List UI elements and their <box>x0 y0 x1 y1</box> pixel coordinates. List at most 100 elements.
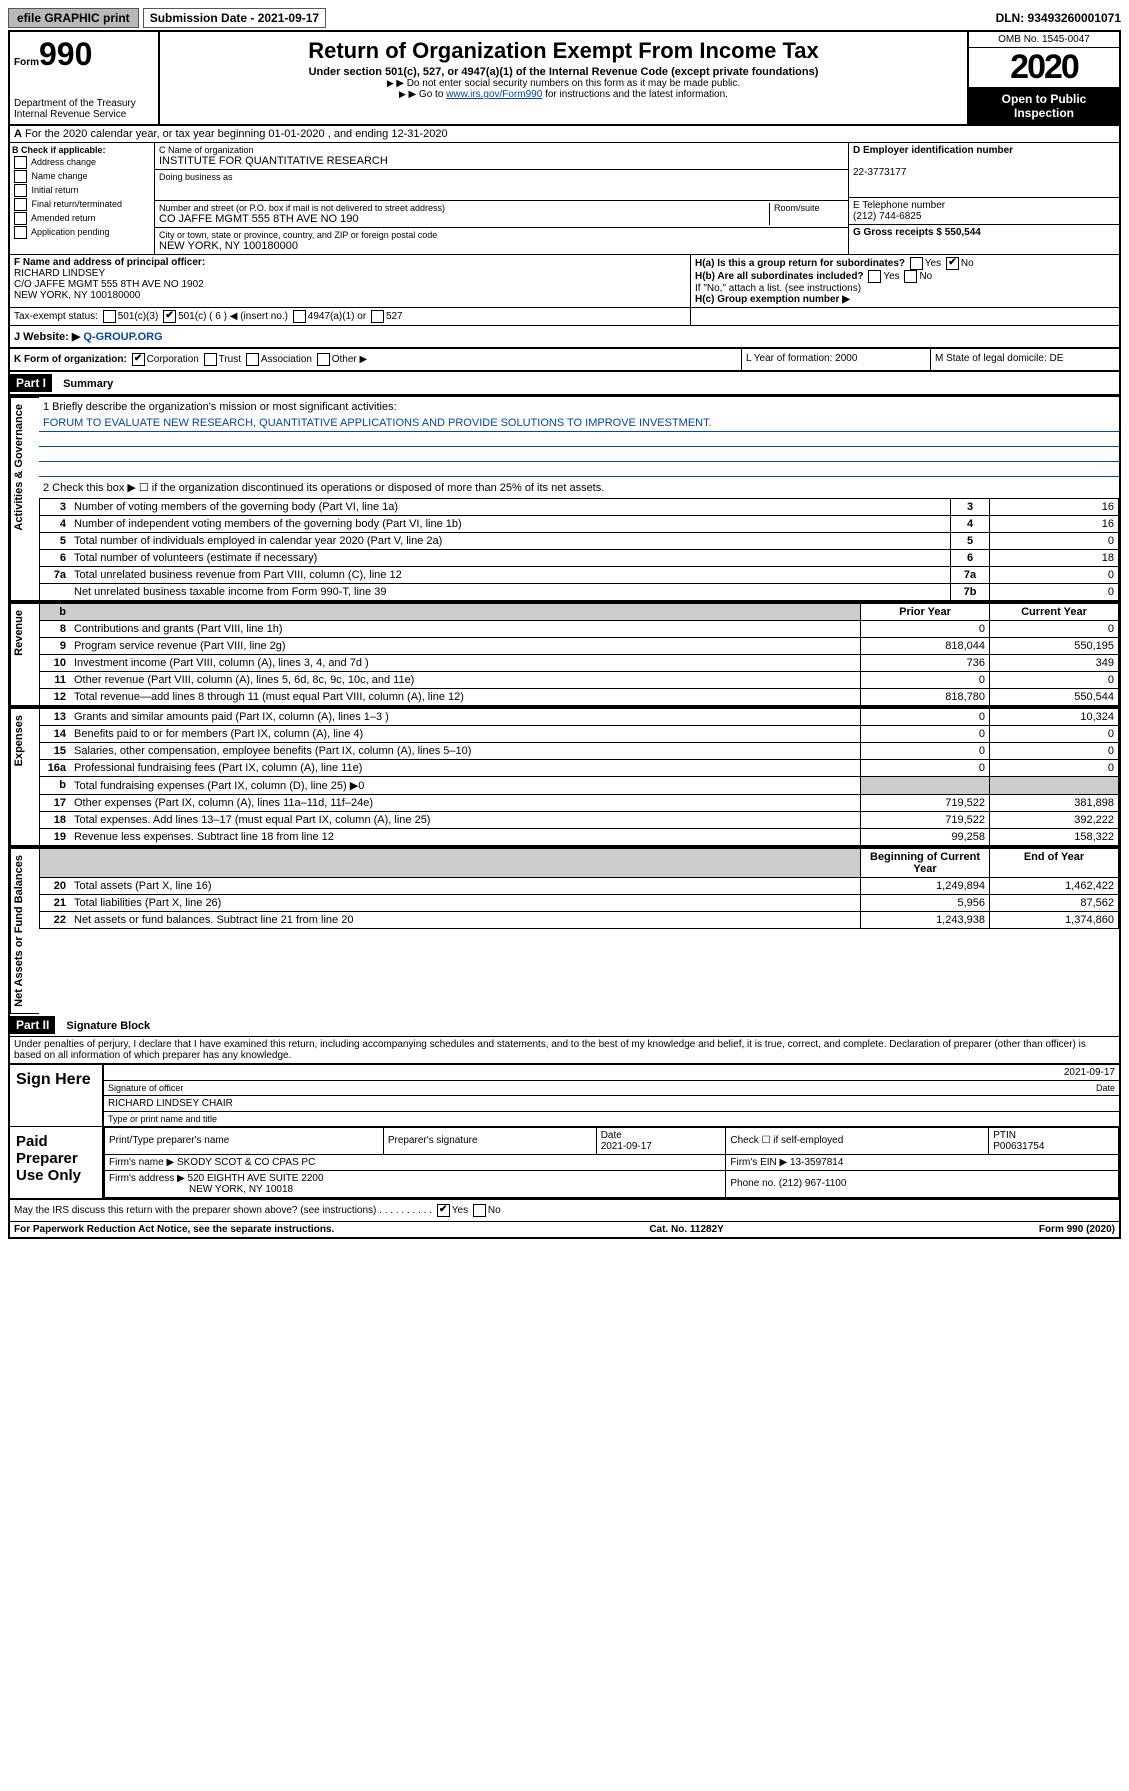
governance-tab: Activities & Governance <box>10 397 39 601</box>
ha-yes-checkbox[interactable] <box>910 257 923 270</box>
ein-label: D Employer identification number <box>853 145 1013 156</box>
open-inspection: Open to Public Inspection <box>969 88 1119 124</box>
firm-ein-cell: Firm's EIN ▶ 13-3597814 <box>726 1154 1119 1170</box>
ha-no-checkbox[interactable]: ✔ <box>946 257 959 270</box>
colb-option[interactable]: Address change <box>12 156 152 169</box>
hb-no-checkbox[interactable] <box>904 270 917 283</box>
other-checkbox[interactable] <box>317 353 330 366</box>
firm-phone-cell: Phone no. (212) 967-1100 <box>726 1170 1119 1197</box>
colb-option[interactable]: Initial return <box>12 184 152 197</box>
hb-subordinates: H(b) Are all subordinates included? Yes … <box>695 270 1115 283</box>
tax-year: 2020 <box>969 48 1119 88</box>
mission-question: 1 Briefly describe the organization's mi… <box>39 397 1119 417</box>
type-name-label: Type or print name and title <box>104 1112 1119 1126</box>
ssn-note: ▶ Do not enter social security numbers o… <box>164 78 963 89</box>
part2-title: Signature Block <box>66 1020 150 1032</box>
4947-checkbox[interactable] <box>293 310 306 323</box>
governance-table: 3Number of voting members of the governi… <box>39 498 1119 601</box>
sign-here-label: Sign Here <box>10 1065 104 1126</box>
column-b-checkboxes: B Check if applicable: Address change Na… <box>10 143 155 254</box>
revenue-table: bPrior YearCurrent Year8Contributions an… <box>39 603 1119 706</box>
prep-sig-hdr: Preparer's signature <box>383 1127 596 1154</box>
perjury-statement: Under penalties of perjury, I declare th… <box>10 1037 1119 1063</box>
part2-header: Part II <box>10 1016 55 1034</box>
officer-signed-name: RICHARD LINDSEY CHAIR <box>108 1098 233 1109</box>
corp-checkbox[interactable]: ✔ <box>132 353 145 366</box>
prep-selfemp-hdr: Check ☐ if self-employed <box>726 1127 989 1154</box>
paid-preparer-label: Paid Preparer Use Only <box>10 1127 104 1198</box>
form-number: Form990 <box>14 36 154 73</box>
efile-print-button[interactable]: efile GRAPHIC print <box>8 8 139 28</box>
hb-yes-checkbox[interactable] <box>868 270 881 283</box>
officer-name: RICHARD LINDSEY <box>14 268 105 279</box>
sig-officer-label: Signature of officer <box>108 1083 183 1093</box>
dba-label: Doing business as <box>159 172 844 182</box>
firm-addr-cell: Firm's address ▶ 520 EIGHTH AVE SUITE 22… <box>105 1170 726 1197</box>
omb-number: OMB No. 1545-0047 <box>969 32 1119 48</box>
gross-receipts: G Gross receipts $ 550,544 <box>853 227 981 238</box>
form-title: Return of Organization Exempt From Incom… <box>164 38 963 64</box>
prep-date-cell: Date2021-09-17 <box>596 1127 726 1154</box>
form-subtitle: Under section 501(c), 527, or 4947(a)(1)… <box>164 66 963 78</box>
mission-text: FORUM TO EVALUATE NEW RESEARCH, QUANTITA… <box>39 417 1119 432</box>
501c-checkbox[interactable]: ✔ <box>163 310 176 323</box>
firm-name-cell: Firm's name ▶ SKODY SCOT & CO CPAS PC <box>105 1154 726 1170</box>
goto-note: ▶ Go to www.irs.gov/Form990 for instruct… <box>164 89 963 100</box>
part1-title: Summary <box>63 378 113 390</box>
street-address: CO JAFFE MGMT 555 8TH AVE NO 190 <box>159 213 769 225</box>
sign-date: 2021-09-17 <box>1064 1067 1115 1078</box>
hb-note: If "No," attach a list. (see instruction… <box>695 283 1115 294</box>
tel-label: E Telephone number <box>853 200 945 211</box>
netassets-tab: Net Assets or Fund Balances <box>10 848 39 1014</box>
colb-option[interactable]: Application pending <box>12 226 152 239</box>
mission-blank3 <box>39 462 1119 477</box>
officer-addr2: NEW YORK, NY 100180000 <box>14 290 140 301</box>
preparer-table: Print/Type preparer's name Preparer's si… <box>104 1127 1119 1198</box>
dept-treasury: Department of the Treasury Internal Reve… <box>14 98 154 120</box>
discuss-no-checkbox[interactable] <box>473 1204 486 1217</box>
city-label: City or town, state or province, country… <box>159 230 844 240</box>
form-990-container: Form990 Department of the Treasury Inter… <box>8 30 1121 1239</box>
date-label: Date <box>1096 1083 1115 1093</box>
submission-date: Submission Date - 2021-09-17 <box>143 8 326 28</box>
netassets-table: Beginning of Current YearEnd of Year20To… <box>39 848 1119 929</box>
room-label: Room/suite <box>769 203 844 225</box>
discuss-row: May the IRS discuss this return with the… <box>10 1199 1119 1221</box>
prep-ptin-cell: PTINP00631754 <box>989 1127 1119 1154</box>
footer-row: For Paperwork Reduction Act Notice, see … <box>10 1221 1119 1237</box>
527-checkbox[interactable] <box>371 310 384 323</box>
assoc-checkbox[interactable] <box>246 353 259 366</box>
tel-value: (212) 744-6825 <box>853 211 921 222</box>
city-state-zip: NEW YORK, NY 100180000 <box>159 240 844 252</box>
irs-link[interactable]: www.irs.gov/Form990 <box>446 89 542 100</box>
website-row: J Website: ▶ Q-GROUP.ORG <box>10 326 1119 349</box>
state-domicile: M State of legal domicile: DE <box>931 349 1119 370</box>
row-a-tax-year: A For the 2020 calendar year, or tax yea… <box>10 126 1119 143</box>
hc-exemption: H(c) Group exemption number ▶ <box>695 294 1115 305</box>
line2-discontinued: 2 Check this box ▶ ☐ if the organization… <box>39 477 1119 498</box>
trust-checkbox[interactable] <box>204 353 217 366</box>
ein-value: 22-3773177 <box>853 167 906 178</box>
colb-option[interactable]: Name change <box>12 170 152 183</box>
part1-header: Part I <box>10 374 52 392</box>
officer-label: F Name and address of principal officer: <box>14 257 205 268</box>
year-formation: L Year of formation: 2000 <box>742 349 931 370</box>
501c3-checkbox[interactable] <box>103 310 116 323</box>
website-link[interactable]: Q-GROUP.ORG <box>83 331 162 343</box>
colb-option[interactable]: Amended return <box>12 212 152 225</box>
org-name-label: C Name of organization <box>159 145 844 155</box>
tax-exempt-status: Tax-exempt status: 501(c)(3) ✔501(c) ( 6… <box>10 308 691 325</box>
form-of-organization: K Form of organization: ✔Corporation Tru… <box>10 349 742 370</box>
addr-label: Number and street (or P.O. box if mail i… <box>159 203 769 213</box>
mission-blank1 <box>39 432 1119 447</box>
ha-group-return: H(a) Is this a group return for subordin… <box>695 257 1115 270</box>
mission-blank2 <box>39 447 1119 462</box>
revenue-tab: Revenue <box>10 603 39 706</box>
colb-option[interactable]: Final return/terminated <box>12 198 152 211</box>
expenses-tab: Expenses <box>10 708 39 846</box>
discuss-yes-checkbox[interactable]: ✔ <box>437 1204 450 1217</box>
officer-addr1: C/O JAFFE MGMT 555 8TH AVE NO 1902 <box>14 279 204 290</box>
efile-topbar: efile GRAPHIC print Submission Date - 20… <box>8 8 1121 28</box>
prep-name-hdr: Print/Type preparer's name <box>105 1127 384 1154</box>
dln-label: DLN: 93493260001071 <box>996 11 1121 25</box>
